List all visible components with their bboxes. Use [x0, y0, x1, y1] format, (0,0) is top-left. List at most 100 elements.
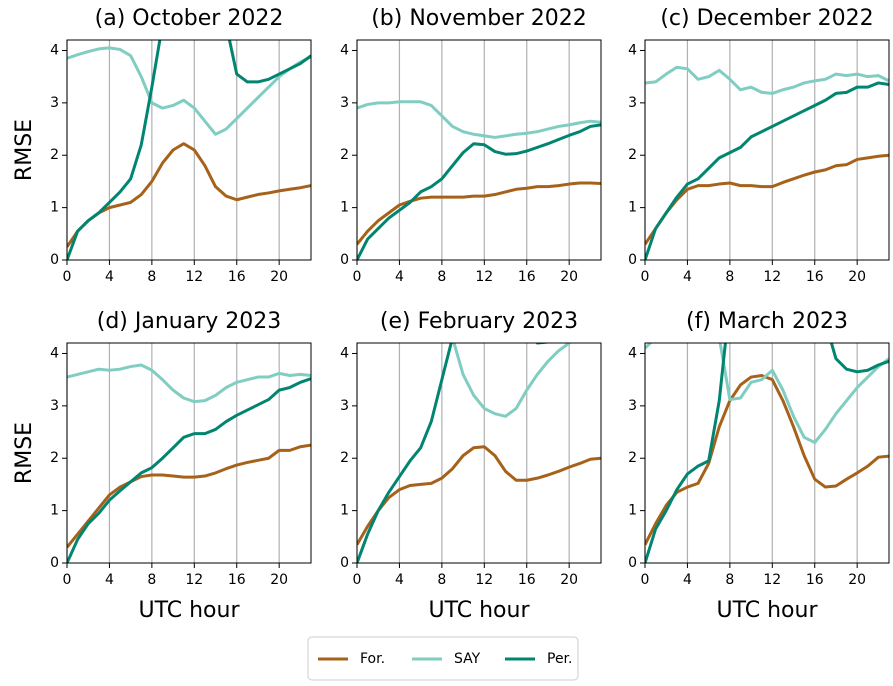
- x-tick-label: 4: [395, 572, 404, 588]
- x-tick-label: 4: [105, 572, 114, 588]
- x-tick-label: 8: [147, 269, 156, 285]
- subplot-title: (f) March 2023: [686, 309, 848, 334]
- y-tick-label: 3: [340, 398, 349, 414]
- series-line: [67, 377, 311, 563]
- x-tick-label: 8: [147, 572, 156, 588]
- series-line: [357, 100, 601, 139]
- y-tick-label: 0: [50, 252, 59, 268]
- series-line: [357, 123, 601, 260]
- y-tick-label: 1: [340, 503, 349, 519]
- y-tick-label: 0: [628, 252, 637, 268]
- x-tick-label: 16: [806, 269, 824, 285]
- x-tick-label: 20: [270, 572, 288, 588]
- x-tick-label: 12: [763, 269, 781, 285]
- y-tick-label: 4: [340, 42, 349, 58]
- y-tick-label: 3: [50, 95, 59, 111]
- legend-label: Per.: [547, 651, 572, 667]
- plot-area: [645, 65, 889, 260]
- subplot-title: (e) February 2023: [380, 309, 578, 334]
- x-tick-label: 0: [63, 572, 72, 588]
- y-tick-label: 3: [628, 398, 637, 414]
- y-tick-label: 2: [628, 450, 637, 466]
- x-tick-label: 0: [641, 269, 650, 285]
- x-tick-label: 16: [228, 572, 246, 588]
- x-tick-label: 0: [63, 269, 72, 285]
- axes-frame: [66, 342, 312, 564]
- x-tick-label: 12: [185, 269, 203, 285]
- x-tick-label: 8: [437, 572, 446, 588]
- y-tick-label: 2: [628, 147, 637, 163]
- subplot-title: (a) October 2022: [95, 6, 284, 31]
- series-line: [645, 65, 889, 95]
- series-line: [357, 343, 552, 563]
- x-tick-label: 20: [560, 269, 578, 285]
- x-axis-label: UTC hour: [429, 598, 531, 623]
- plot-area: [645, 343, 889, 563]
- subplot-title: (b) November 2022: [371, 6, 587, 31]
- series-line: [357, 445, 601, 546]
- axes-frame: [356, 342, 602, 564]
- series-line: [67, 40, 311, 260]
- series-line: [645, 153, 889, 246]
- x-tick-label: 8: [725, 269, 734, 285]
- series-line: [645, 373, 889, 546]
- y-tick-label: 1: [340, 200, 349, 216]
- y-tick-label: 1: [50, 200, 59, 216]
- x-axis-label: UTC hour: [717, 598, 819, 623]
- y-tick-label: 4: [50, 345, 59, 361]
- series-line: [67, 443, 311, 549]
- y-tick-label: 2: [340, 147, 349, 163]
- x-tick-label: 12: [763, 572, 781, 588]
- y-tick-label: 0: [628, 555, 637, 571]
- y-tick-label: 4: [50, 42, 59, 58]
- series-line: [645, 81, 889, 260]
- x-tick-label: 16: [806, 572, 824, 588]
- plot-area: [67, 40, 311, 260]
- subplot-title: (c) December 2022: [660, 6, 873, 31]
- x-tick-label: 4: [105, 269, 114, 285]
- x-tick-label: 20: [270, 269, 288, 285]
- y-tick-label: 0: [340, 555, 349, 571]
- y-tick-label: 0: [50, 555, 59, 571]
- y-tick-label: 1: [50, 503, 59, 519]
- subplot-title: (d) January 2023: [97, 309, 282, 334]
- x-tick-label: 12: [475, 269, 493, 285]
- x-tick-label: 16: [518, 572, 536, 588]
- y-tick-label: 3: [340, 95, 349, 111]
- y-tick-label: 0: [340, 252, 349, 268]
- y-tick-label: 2: [50, 450, 59, 466]
- x-tick-label: 4: [395, 269, 404, 285]
- y-tick-label: 3: [50, 398, 59, 414]
- axes-frame: [644, 39, 890, 261]
- x-tick-label: 0: [641, 572, 650, 588]
- axes-frame: [356, 39, 602, 261]
- x-tick-label: 12: [185, 572, 203, 588]
- y-axis-label: RMSE: [12, 422, 37, 484]
- y-axis-label: RMSE: [12, 119, 37, 181]
- axes-frame: [66, 39, 312, 261]
- plot-area: [67, 363, 311, 563]
- legend-label: SAY: [454, 651, 481, 667]
- x-tick-label: 16: [518, 269, 536, 285]
- legend-label: For.: [360, 651, 385, 667]
- series-line: [67, 46, 311, 136]
- series-line: [452, 343, 572, 418]
- y-tick-label: 2: [340, 450, 349, 466]
- x-tick-label: 16: [228, 269, 246, 285]
- plot-area: [357, 343, 601, 563]
- y-tick-label: 3: [628, 95, 637, 111]
- x-tick-label: 20: [848, 269, 866, 285]
- plot-area: [357, 100, 601, 260]
- x-tick-label: 20: [560, 572, 578, 588]
- axes-frame: [644, 342, 890, 564]
- y-tick-label: 4: [628, 42, 637, 58]
- series-line: [67, 363, 311, 404]
- y-tick-label: 4: [340, 345, 349, 361]
- series-line: [67, 142, 311, 248]
- y-tick-label: 2: [50, 147, 59, 163]
- x-tick-label: 20: [848, 572, 866, 588]
- y-tick-label: 1: [628, 200, 637, 216]
- x-axis-label: UTC hour: [139, 598, 241, 623]
- x-tick-label: 8: [437, 269, 446, 285]
